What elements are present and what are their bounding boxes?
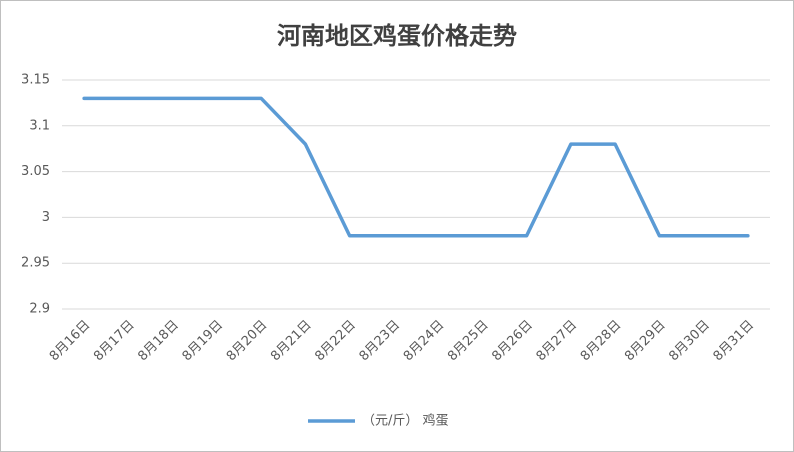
chart-title: 河南地区鸡蛋价格走势 [277,22,517,50]
y-tick-label: 2.9 [29,302,50,317]
y-tick-label: 3.05 [21,164,50,179]
y-tick-label: 3 [42,210,50,225]
y-tick-label: 3.1 [29,118,50,133]
data-line [82,96,750,238]
legend-label: （元/斤） 鸡蛋 [362,413,449,429]
y-tick-label: 2.95 [21,256,50,271]
y-tick-label: 3.15 [21,73,50,88]
